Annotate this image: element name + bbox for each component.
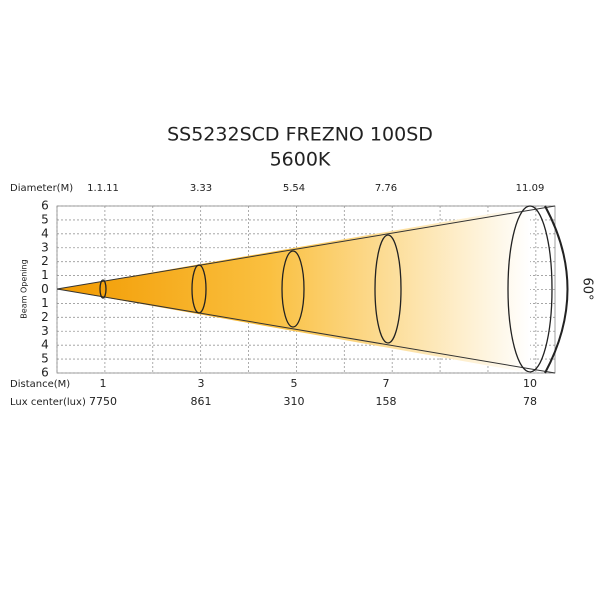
diameter-value: 1.1.11 bbox=[87, 183, 119, 194]
beam-section bbox=[281, 250, 305, 328]
diameter-value: 11.09 bbox=[516, 183, 545, 194]
subtitle: 5600K bbox=[270, 149, 331, 171]
beam-section bbox=[374, 234, 402, 344]
diameter-value: 5.54 bbox=[283, 183, 305, 194]
angle-arc bbox=[544, 205, 569, 374]
lux-label: Lux center(lux) bbox=[10, 397, 86, 408]
distance-value: 7 bbox=[383, 377, 390, 390]
beam-angle: 60° bbox=[580, 277, 595, 300]
diameter-value: 7.76 bbox=[375, 183, 397, 194]
distance-value: 5 bbox=[291, 377, 298, 390]
beam-section bbox=[507, 205, 553, 373]
lux-value: 861 bbox=[191, 395, 212, 408]
y-scale-label: 5 bbox=[41, 352, 49, 366]
distance-value: 1 bbox=[100, 377, 107, 390]
title: SS5232SCD FREZNO 100SD bbox=[167, 124, 433, 146]
beam-cone bbox=[57, 207, 530, 373]
lux-value: 158 bbox=[376, 395, 397, 408]
distance-value: 10 bbox=[523, 377, 537, 390]
y-scale-label: 2 bbox=[41, 310, 49, 324]
y-scale-label: 6 bbox=[41, 199, 49, 213]
diameter-value: 3.33 bbox=[190, 183, 212, 194]
beam-section bbox=[191, 264, 207, 314]
beam-section bbox=[99, 279, 107, 299]
y-scale-label: 4 bbox=[41, 338, 49, 352]
distance-label: Distance(M) bbox=[10, 379, 70, 390]
beam-opening-label: Beam Opening bbox=[20, 259, 29, 318]
beam-edge bbox=[56, 205, 556, 290]
y-scale-label: 6 bbox=[41, 366, 49, 380]
y-scale-label: 5 bbox=[41, 212, 49, 226]
y-scale-label: 2 bbox=[41, 254, 49, 268]
lux-value: 310 bbox=[284, 395, 305, 408]
lux-value: 7750 bbox=[89, 395, 117, 408]
diameter-label: Diameter(M) bbox=[10, 183, 73, 194]
y-scale-label: 3 bbox=[41, 240, 49, 254]
y-scale-label: 1 bbox=[41, 296, 49, 310]
distance-value: 3 bbox=[198, 377, 205, 390]
y-scale-label: 0 bbox=[41, 282, 49, 296]
beam-edge bbox=[56, 288, 556, 374]
y-scale-label: 1 bbox=[41, 268, 49, 282]
lux-value: 78 bbox=[523, 395, 537, 408]
y-scale-label: 4 bbox=[41, 226, 49, 240]
y-scale-label: 3 bbox=[41, 324, 49, 338]
